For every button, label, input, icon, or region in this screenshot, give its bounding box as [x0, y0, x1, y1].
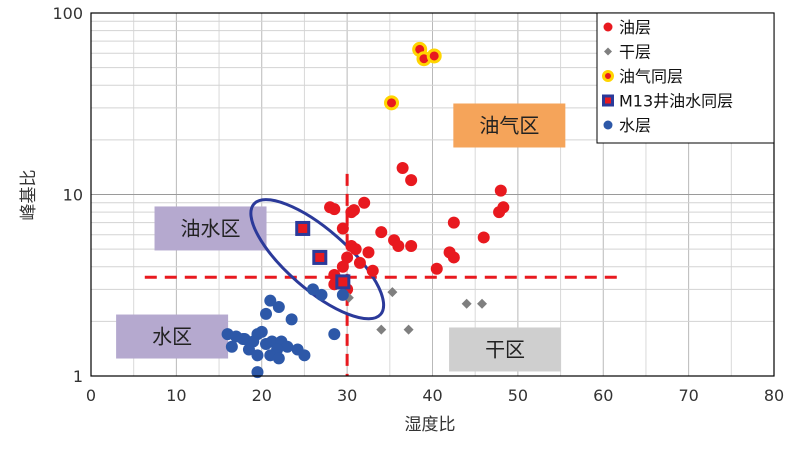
plot-frame	[90, 12, 775, 377]
point-series-0	[366, 264, 379, 277]
y-axis-ticks: 1 10 100	[52, 4, 83, 386]
region-box	[116, 314, 229, 359]
data-points	[221, 41, 510, 379]
region-box	[453, 103, 566, 148]
y-tick-label: 100	[52, 4, 83, 23]
point-series-3	[312, 249, 328, 265]
x-tick-label: 40	[422, 386, 442, 405]
legend-label: 干层	[619, 43, 651, 62]
point-series-0	[430, 262, 443, 275]
x-tick-label: 0	[86, 386, 96, 405]
point-series-3	[335, 274, 351, 290]
legend-marker	[602, 70, 614, 82]
y-tick-label: 1	[73, 367, 83, 386]
region-box	[449, 327, 562, 372]
point-series-4	[272, 352, 285, 365]
point-series-1	[387, 287, 398, 298]
x-tick-label: 60	[593, 386, 613, 405]
point-series-4	[281, 340, 294, 353]
legend-label: M13井油水同层	[619, 92, 733, 111]
point-series-4	[264, 294, 277, 307]
point-series-0	[392, 240, 405, 253]
legend-label: 油气同层	[619, 67, 683, 86]
point-series-0	[405, 174, 418, 187]
point-series-0	[443, 246, 456, 259]
x-axis-label: 湿度比	[405, 415, 456, 435]
point-series-4	[236, 332, 249, 345]
point-series-4	[225, 340, 238, 353]
legend-label: 水层	[619, 116, 651, 135]
region-label: 水区	[152, 325, 192, 349]
point-series-0	[353, 256, 366, 269]
point-series-4	[272, 300, 285, 313]
region-label: 干区	[485, 337, 525, 361]
point-series-2	[384, 95, 400, 111]
point-series-0	[336, 222, 349, 235]
legend-box	[596, 12, 775, 144]
point-series-0	[405, 240, 418, 253]
x-tick-label: 80	[764, 386, 784, 405]
y-tick-label: 10	[63, 186, 83, 205]
y-axis-label: 峰基比	[19, 170, 39, 221]
point-series-3	[295, 220, 311, 236]
point-series-0	[328, 203, 341, 216]
point-series-0	[336, 260, 349, 273]
point-series-0	[358, 196, 371, 209]
point-series-4	[336, 288, 349, 301]
point-series-4	[260, 338, 273, 351]
point-series-0	[493, 206, 506, 219]
legend-marker	[604, 47, 612, 56]
point-series-4	[255, 325, 268, 338]
x-tick-label: 10	[166, 386, 186, 405]
point-series-0	[347, 204, 360, 217]
region-label: 油气区	[479, 113, 539, 137]
point-series-0	[349, 243, 362, 256]
point-series-4	[242, 343, 255, 356]
point-series-4	[315, 288, 328, 301]
point-series-1	[477, 298, 488, 309]
point-series-0	[477, 231, 490, 244]
x-tick-label: 20	[252, 386, 272, 405]
point-series-2	[426, 48, 442, 64]
point-series-4	[251, 366, 264, 379]
point-series-0	[375, 226, 388, 239]
region-box	[154, 206, 267, 251]
x-tick-label: 70	[678, 386, 698, 405]
x-tick-label: 50	[508, 386, 528, 405]
point-series-4	[298, 349, 311, 362]
point-series-1	[461, 298, 472, 309]
x-axis-ticks: 0 10 20 30 40 50 60 70 80	[86, 386, 784, 405]
point-series-4	[306, 283, 319, 296]
point-series-4	[260, 307, 273, 320]
legend-marker	[602, 94, 614, 107]
ellipse-annotation	[249, 198, 386, 321]
point-series-0	[396, 161, 409, 174]
point-series-4	[251, 349, 264, 362]
point-series-0	[362, 246, 375, 259]
ellipse-outline	[249, 198, 386, 321]
legend-label: 油层	[619, 18, 651, 37]
point-series-4	[285, 313, 298, 326]
legend-marker	[603, 22, 613, 32]
x-tick-label: 30	[337, 386, 357, 405]
point-series-0	[447, 216, 460, 229]
point-series-4	[328, 328, 341, 341]
region-label: 油水区	[181, 216, 241, 240]
point-series-1	[376, 324, 387, 335]
point-series-0	[494, 184, 507, 197]
point-series-0	[341, 251, 354, 264]
point-series-1	[403, 324, 414, 335]
legend-marker	[603, 120, 613, 130]
